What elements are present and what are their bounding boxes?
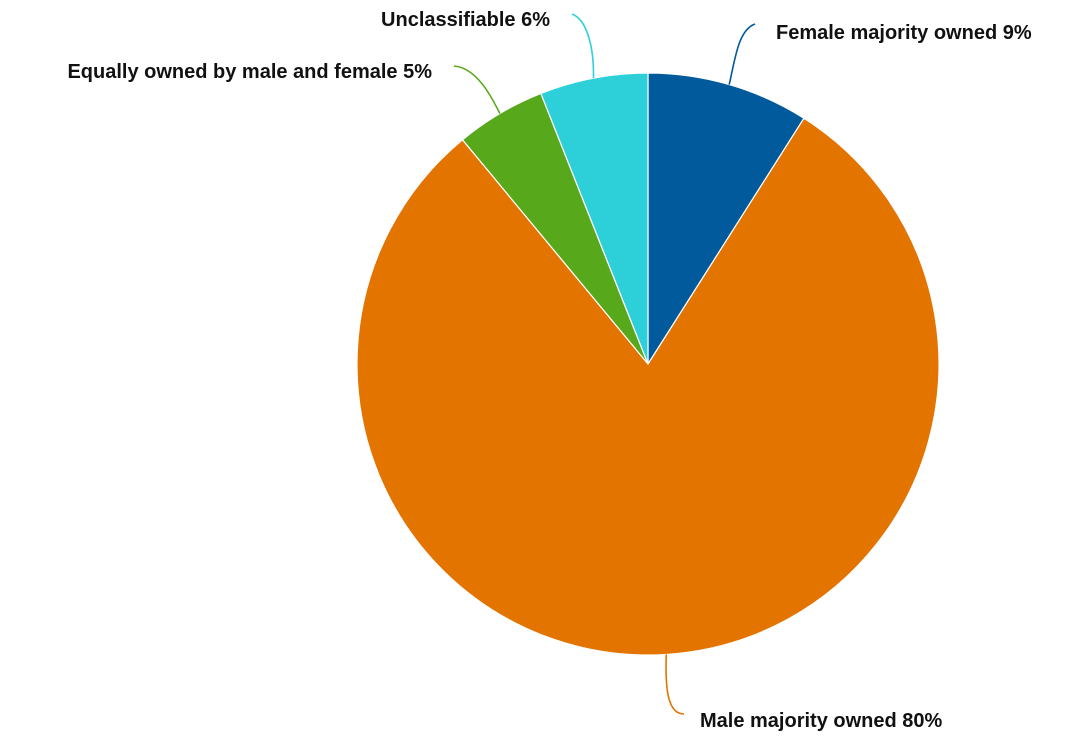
pie-slices	[356, 72, 940, 656]
pie-slice-female-majority-owned	[647, 72, 805, 367]
data-label-male-majority-owned: Male majority owned 80%	[700, 710, 943, 732]
data-label-female-majority-owned: Female majority owned 9%	[776, 22, 1032, 44]
leader-line-female-majority-owned	[728, 23, 756, 85]
leader-lines	[453, 13, 756, 715]
data-label-unclassifiable: Unclassifiable 6%	[381, 9, 550, 31]
leader-line-equally-owned-by-male-and-female	[453, 65, 501, 114]
leader-line-male-majority-owned	[665, 654, 685, 715]
data-label-equally-owned-by-male-and-female: Equally owned by male and female 5%	[67, 61, 432, 83]
slice-labels: Female majority owned 9% Male majority ow…	[67, 9, 1031, 732]
pie-slice-male-majority-owned	[356, 117, 940, 656]
leader-line-unclassifiable	[571, 13, 595, 79]
